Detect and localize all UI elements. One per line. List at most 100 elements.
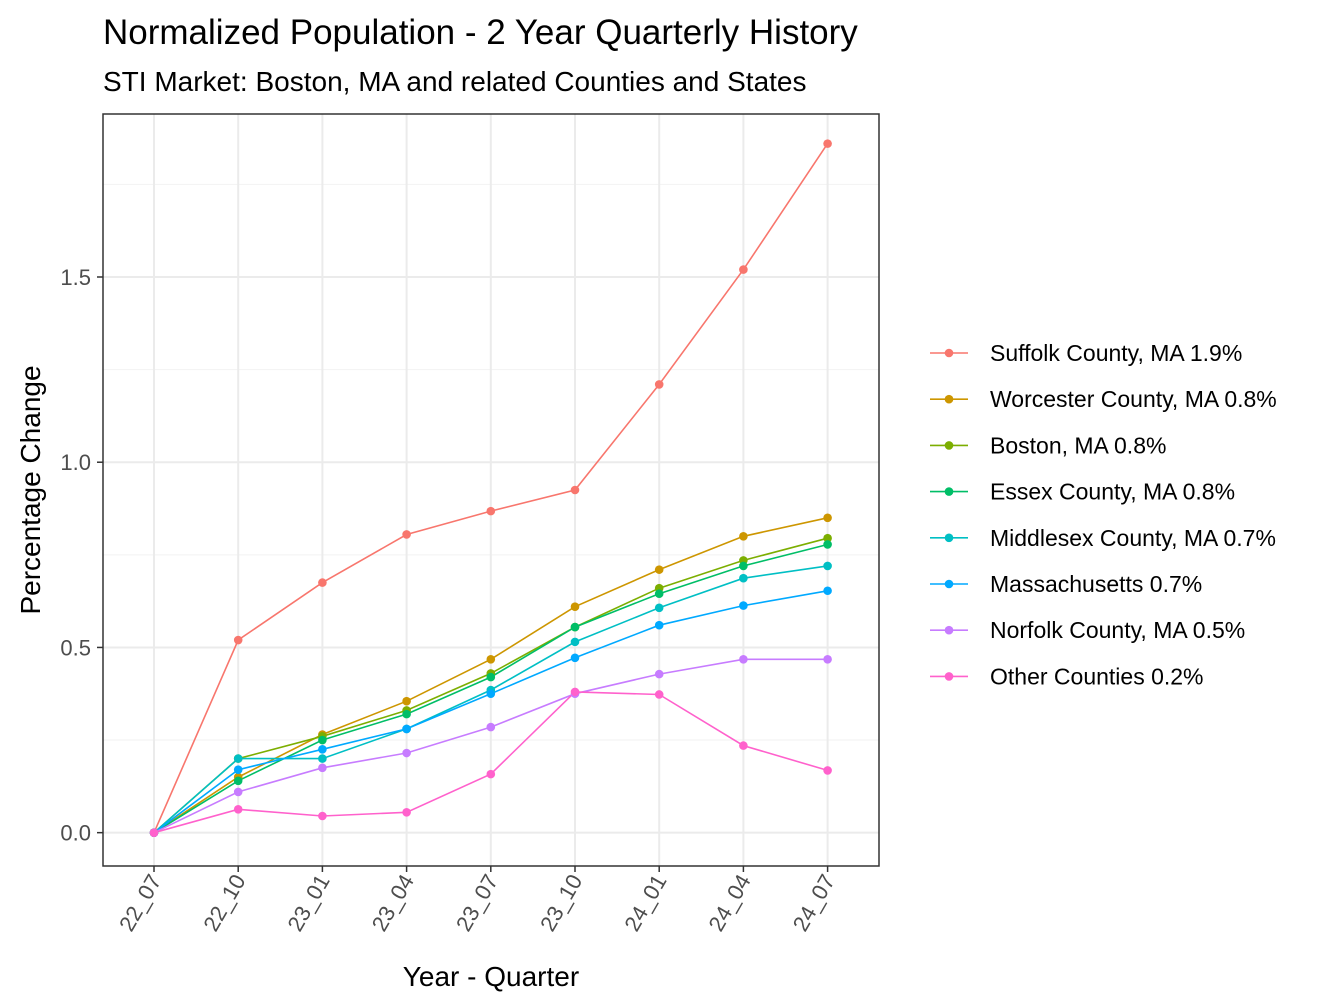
data-point (739, 601, 748, 610)
data-point (654, 380, 664, 389)
legend-key-point (944, 487, 954, 496)
data-point (402, 724, 411, 734)
data-point (654, 620, 664, 630)
x-tick-label: 23_04 (367, 870, 419, 935)
data-point (739, 532, 748, 541)
data-point (570, 687, 580, 697)
legend-key-point (944, 625, 954, 635)
y-tick-label: 0.5 (60, 635, 91, 660)
data-point (654, 690, 664, 699)
data-point (654, 589, 664, 599)
data-point (402, 748, 411, 758)
data-point (739, 265, 748, 274)
legend-key-point (944, 441, 954, 450)
legend-item: Norfolk County, MA 0.5% (930, 617, 1245, 643)
data-point (318, 745, 327, 754)
x-tick-label: 22_07 (114, 870, 166, 935)
data-point (823, 561, 832, 571)
chart-subtitle: STI Market: Boston, MA and related Count… (103, 66, 807, 97)
legend-item: Middlesex County, MA 0.7% (930, 525, 1276, 551)
data-point (570, 637, 580, 647)
data-point (739, 741, 748, 750)
y-tick-label: 1.5 (60, 265, 91, 290)
data-point (486, 722, 496, 732)
data-point (823, 533, 832, 543)
data-point (739, 573, 748, 583)
chart-title: Normalized Population - 2 Year Quarterly… (103, 13, 858, 52)
data-point (739, 561, 748, 571)
data-point (823, 654, 832, 664)
legend-label: Boston, MA 0.8% (990, 432, 1166, 458)
legend-item: Boston, MA 0.8% (930, 432, 1166, 458)
legend-label: Other Counties 0.2% (990, 663, 1204, 689)
y-tick-label: 0.0 (60, 821, 91, 846)
data-point (823, 139, 832, 148)
legend-label: Middlesex County, MA 0.7% (990, 525, 1276, 551)
legend-label: Suffolk County, MA 1.9% (990, 340, 1242, 366)
legend-label: Massachusetts 0.7% (990, 571, 1202, 597)
data-point (233, 787, 243, 797)
data-point (402, 696, 411, 706)
legend-key-point (944, 672, 954, 681)
data-point (318, 735, 327, 745)
x-tick-label: 23_10 (535, 870, 587, 935)
data-point (233, 805, 243, 814)
data-point (570, 622, 580, 632)
data-point (570, 602, 580, 611)
data-point (318, 754, 327, 763)
data-point (486, 506, 496, 516)
plot-panel (102, 113, 880, 867)
data-point (402, 530, 411, 539)
series-points (149, 139, 832, 837)
x-tick-label: 23_01 (282, 870, 334, 935)
data-point (823, 540, 832, 549)
data-point (654, 565, 664, 574)
x-axis-label: Year - Quarter (403, 961, 579, 992)
data-point (149, 828, 159, 837)
legend-key-point (944, 579, 954, 589)
data-point (654, 669, 664, 679)
legend-item: Worcester County, MA 0.8% (930, 386, 1277, 412)
x-tick-label: 23_07 (451, 870, 503, 935)
legend-label: Essex County, MA 0.8% (990, 479, 1235, 505)
legend: Suffolk County, MA 1.9% Worcester County,… (930, 340, 1277, 689)
data-point (318, 578, 327, 587)
legend-key-point (944, 394, 954, 404)
legend-item: Suffolk County, MA 1.9% (930, 340, 1242, 366)
x-tick-label: 24_04 (703, 870, 755, 935)
data-point (739, 654, 748, 664)
legend-item: Massachusetts 0.7% (930, 571, 1202, 597)
data-point (486, 769, 496, 779)
y-axis: 0.0 0.5 1.0 1.5 (60, 265, 103, 846)
x-tick-label: 24_01 (619, 870, 671, 935)
data-point (486, 689, 496, 699)
x-tick-label: 24_07 (788, 870, 840, 935)
data-point (654, 603, 664, 613)
data-point (233, 776, 243, 786)
data-point (402, 709, 411, 719)
legend-item: Other Counties 0.2% (930, 663, 1204, 689)
legend-key-point (944, 533, 954, 543)
data-point (570, 653, 580, 663)
x-tick-label: 22_10 (198, 870, 250, 935)
data-point (486, 654, 496, 664)
legend-key-point (944, 348, 954, 358)
legend-item: Essex County, MA 0.8% (930, 479, 1235, 505)
data-point (486, 672, 496, 682)
data-point (570, 485, 580, 495)
y-axis-label: Percentage Change (15, 365, 46, 614)
data-point (318, 763, 327, 773)
legend-label: Worcester County, MA 0.8% (990, 386, 1277, 412)
data-point (402, 807, 411, 817)
data-point (823, 513, 832, 523)
legend-label: Norfolk County, MA 0.5% (990, 617, 1245, 643)
data-point (823, 766, 832, 775)
data-point (233, 765, 243, 774)
data-point (233, 754, 243, 763)
data-point (318, 811, 327, 821)
data-point (823, 586, 832, 596)
y-tick-label: 1.0 (60, 450, 91, 475)
x-axis: 22_07 22_10 23_01 23_04 23_07 23_10 24_01 24_04… (114, 866, 840, 935)
data-point (233, 635, 243, 645)
